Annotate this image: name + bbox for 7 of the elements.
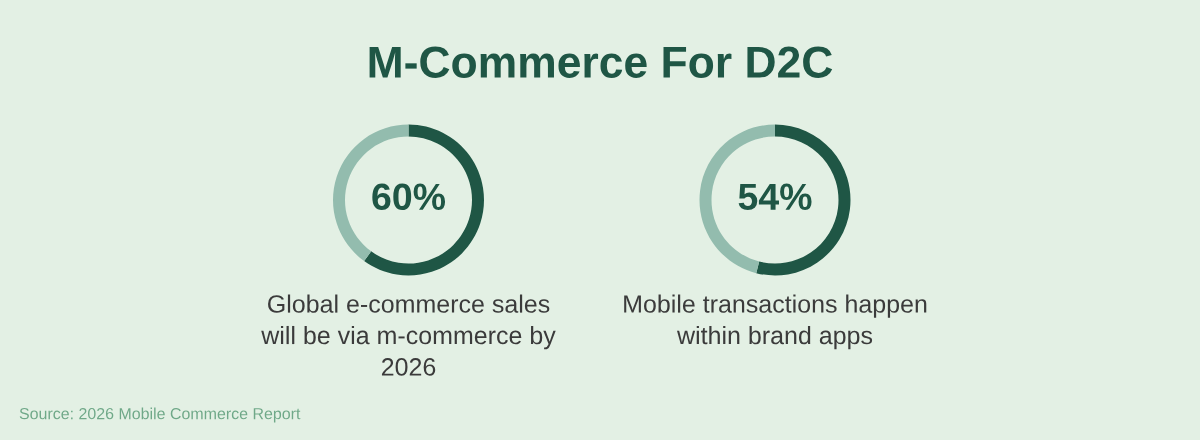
text: M-Commerce For D2C: [369, 46, 833, 78]
text: Global e-commerce sales will be via m-commerce by 2026: [261, 294, 556, 376]
source-note: Source: 2026 Mobile Commerce Report: [19, 407, 301, 423]
data-label: 60%: [372, 183, 446, 211]
data-label: 54%: [738, 183, 812, 211]
text: Mobile transactions happen within brand apps: [624, 294, 927, 350]
donut-slice: [364, 124, 484, 276]
